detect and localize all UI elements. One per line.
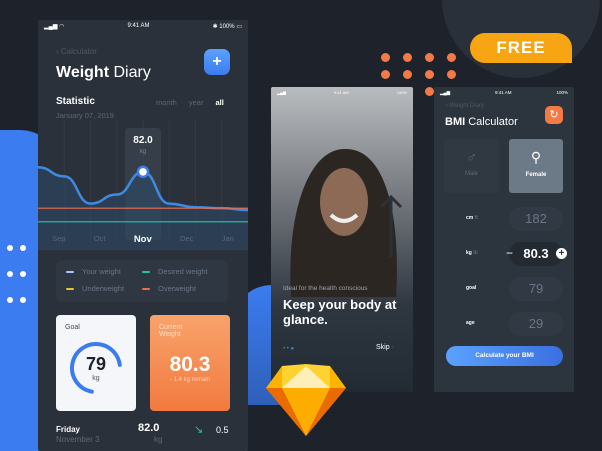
decor-dot <box>425 70 434 79</box>
month-label[interactable]: Dec <box>180 234 194 243</box>
decor-dot <box>7 297 13 303</box>
legend-swatch <box>66 287 74 290</box>
legend-swatch <box>142 287 150 290</box>
range-tabs: month year all <box>156 98 224 107</box>
goal-card[interactable]: Goal 79 kg <box>56 315 136 411</box>
chart-legend: Your weight Desired weight Underweight Over… <box>56 260 228 302</box>
section-title: Statistic <box>56 96 95 107</box>
month-label[interactable]: Jan <box>221 234 234 243</box>
field-value[interactable]: 79 <box>509 277 563 301</box>
field-value[interactable]: 182 <box>509 207 563 231</box>
decor-dot <box>20 245 26 251</box>
gender-female[interactable]: ⚲ Female <box>509 139 563 193</box>
back-link[interactable]: ‹ Weight Diary <box>446 103 484 109</box>
month-axis: Sep Oct Nov Dec Jan <box>38 234 248 245</box>
entry-change: 0.5 <box>216 425 229 435</box>
tooltip-value: 82.0 <box>133 135 153 146</box>
decor-dot <box>20 297 26 303</box>
add-button[interactable]: + <box>204 49 230 75</box>
sketch-logo <box>266 364 346 436</box>
battery: ✱ 100% ▭ <box>212 24 242 30</box>
goal-label: Goal <box>65 324 80 331</box>
bmi-calculator-screen: ▂▄▆ 9:41 AM 100% ‹ Weight Diary BMI Calcul… <box>434 87 574 392</box>
skip-button[interactable]: Skip › <box>376 344 394 351</box>
decor-dot <box>447 70 456 79</box>
month-label[interactable]: Nov <box>133 234 152 245</box>
date: January 07, 2019 <box>56 111 114 120</box>
onboarding-title: Keep your body at glance. <box>283 297 397 327</box>
decor-dot <box>381 53 390 62</box>
free-badge: FREE <box>470 33 572 63</box>
field-value[interactable]: 80.3 <box>509 242 563 266</box>
decor-dot <box>403 53 412 62</box>
decor-dot <box>20 271 26 277</box>
chevron-right-icon: › <box>391 344 394 351</box>
decor-dot <box>7 271 13 277</box>
gender-male[interactable]: ♂ Male <box>444 139 499 193</box>
field-label: cm ft <box>466 215 478 221</box>
refresh-icon: ↻ <box>549 109 559 121</box>
status-bar: ▂▄▆ ◠ 9:41 AM ✱ 100% ▭ <box>38 20 248 33</box>
goal-value: 79 <box>85 354 107 374</box>
decor-dot <box>381 70 390 79</box>
decor-dot <box>425 53 434 62</box>
entry-date: November 3 <box>56 435 100 444</box>
decor-dot <box>7 245 13 251</box>
status-bar: ▂▄▆ 9:41 AM 100% <box>277 90 407 95</box>
page-title: Weight Diary <box>56 64 151 81</box>
onboarding-screen: ▂▄▆ 9:41 AM 100% Ideal for the health cons… <box>271 87 413 392</box>
female-icon: ⚲ <box>530 149 542 165</box>
current-note: - 1.4 kg remain <box>169 377 211 383</box>
arrow-down-right-icon: ↘ <box>194 424 204 436</box>
field-label: age <box>466 320 475 326</box>
decor-dot <box>425 87 434 96</box>
current-label: Current Weight <box>159 324 183 338</box>
tab-month[interactable]: month <box>156 98 177 107</box>
photo-woman-smiling <box>290 148 403 297</box>
minus-button[interactable]: − <box>506 246 514 260</box>
status-bar: ▂▄▆ 9:41 AM 100% <box>440 90 568 95</box>
reset-button[interactable]: ↻ <box>545 106 563 124</box>
tooltip-unit: kg <box>140 149 146 155</box>
selected-point <box>136 165 150 179</box>
current-value: 80.3 <box>169 353 211 376</box>
field-label: kg lb <box>466 250 478 256</box>
entry-day: Friday <box>56 425 81 434</box>
calculate-bmi-button[interactable]: Calculate your BMI <box>446 346 563 366</box>
goal-progress-ring <box>70 342 122 394</box>
decor-dot <box>447 53 456 62</box>
onboarding-subtitle: Ideal for the health conscious <box>283 285 368 292</box>
legend-item: Your weight <box>66 267 142 279</box>
weight-chart[interactable]: 82.0 kg <box>38 120 248 250</box>
plus-icon: + <box>212 53 222 70</box>
time: 9:41 AM <box>127 23 150 29</box>
plus-button[interactable]: + <box>556 248 567 259</box>
entry-value: 82.0 <box>138 422 160 434</box>
back-link[interactable]: ‹ Calculator <box>56 47 97 56</box>
page-indicator[interactable]: • • ● <box>283 346 295 352</box>
legend-item: Overweight <box>142 284 218 296</box>
field-value[interactable]: 29 <box>509 312 563 336</box>
legend-item: Desired weight <box>142 267 218 279</box>
weight-diary-screen: ▂▄▆ ◠ 9:41 AM ✱ 100% ▭ ‹ Calculator Weight… <box>38 20 248 451</box>
signal-icon: ▂▄▆ ◠ <box>44 24 65 30</box>
goal-unit: kg <box>92 375 100 382</box>
entry-unit: kg <box>154 435 163 444</box>
page-title: BMI Calculator <box>445 116 518 128</box>
tab-all[interactable]: all <box>215 98 224 107</box>
tab-year[interactable]: year <box>188 98 204 107</box>
current-weight-card[interactable]: Current Weight 80.3 - 1.4 kg remain <box>150 315 230 411</box>
month-label[interactable]: Sep <box>52 234 66 243</box>
month-label[interactable]: Oct <box>93 234 106 243</box>
legend-item: Underweight <box>66 284 142 296</box>
male-icon: ♂ <box>466 149 477 165</box>
legend-swatch <box>142 271 150 274</box>
field-label: goal <box>466 285 477 291</box>
legend-swatch <box>66 271 74 274</box>
decor-dot <box>403 70 412 79</box>
